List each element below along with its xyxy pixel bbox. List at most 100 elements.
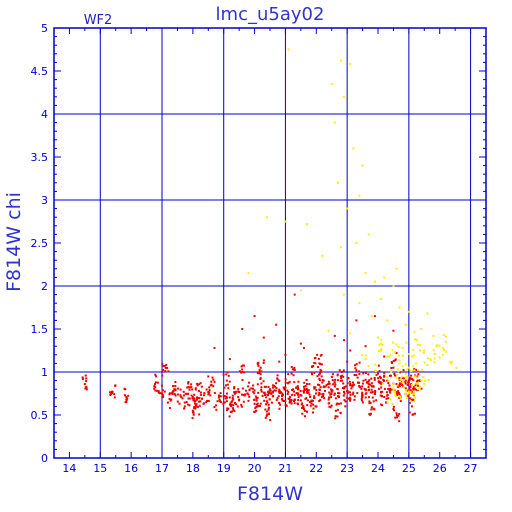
data-point bbox=[296, 385, 299, 388]
data-point bbox=[252, 384, 255, 387]
data-point bbox=[367, 383, 370, 386]
data-point bbox=[367, 365, 370, 368]
data-point bbox=[406, 376, 409, 379]
data-point bbox=[241, 328, 244, 330]
data-point bbox=[415, 376, 418, 379]
data-point bbox=[186, 386, 189, 389]
data-point bbox=[378, 343, 381, 346]
data-point bbox=[306, 389, 309, 392]
data-point bbox=[265, 400, 268, 403]
data-point bbox=[398, 396, 401, 399]
data-point bbox=[448, 360, 451, 363]
data-point bbox=[344, 405, 347, 408]
data-point bbox=[414, 396, 417, 399]
data-point bbox=[284, 220, 287, 223]
data-point bbox=[296, 392, 299, 395]
data-point bbox=[263, 399, 266, 402]
data-point bbox=[340, 402, 343, 405]
y-tick-label: 4.5 bbox=[31, 65, 49, 78]
data-point bbox=[264, 416, 267, 419]
data-point bbox=[229, 410, 232, 413]
y-tick-label: 1.5 bbox=[31, 323, 49, 336]
data-point bbox=[341, 379, 344, 382]
data-point bbox=[435, 344, 438, 347]
series-1 bbox=[247, 48, 458, 406]
data-point bbox=[393, 409, 396, 412]
data-point bbox=[378, 370, 381, 373]
data-point bbox=[190, 386, 193, 389]
data-point bbox=[441, 353, 444, 356]
data-point bbox=[187, 392, 190, 395]
data-point bbox=[420, 379, 423, 382]
data-point bbox=[313, 386, 316, 389]
data-point bbox=[195, 404, 198, 407]
data-point bbox=[340, 376, 343, 379]
data-point bbox=[193, 397, 196, 400]
data-point bbox=[280, 397, 283, 400]
data-point bbox=[262, 336, 265, 339]
data-point bbox=[213, 346, 216, 349]
data-point bbox=[236, 405, 239, 408]
data-point bbox=[402, 380, 405, 383]
data-point bbox=[368, 400, 371, 403]
data-point bbox=[157, 390, 160, 393]
data-point bbox=[418, 349, 421, 352]
data-point bbox=[234, 392, 237, 395]
data-point bbox=[381, 344, 384, 347]
data-point bbox=[318, 379, 321, 382]
data-point bbox=[336, 181, 339, 184]
data-point bbox=[353, 364, 356, 367]
data-point bbox=[416, 380, 419, 383]
data-point bbox=[188, 388, 191, 391]
data-point bbox=[345, 385, 348, 388]
data-point bbox=[331, 373, 334, 376]
data-point bbox=[327, 398, 330, 401]
data-point bbox=[254, 395, 257, 398]
data-point bbox=[316, 366, 319, 369]
data-point bbox=[276, 397, 279, 400]
data-point bbox=[367, 380, 370, 383]
data-point bbox=[168, 407, 171, 410]
data-point bbox=[312, 403, 315, 406]
data-point bbox=[304, 388, 307, 391]
data-point bbox=[303, 415, 306, 418]
data-point bbox=[153, 385, 156, 388]
data-point bbox=[413, 369, 416, 372]
data-point bbox=[199, 400, 202, 403]
data-point bbox=[410, 391, 413, 394]
data-point bbox=[322, 392, 325, 395]
data-point bbox=[432, 349, 435, 352]
data-point bbox=[346, 396, 349, 399]
data-point bbox=[405, 394, 408, 397]
data-point bbox=[392, 383, 395, 386]
data-point bbox=[407, 379, 410, 382]
data-point bbox=[162, 394, 165, 397]
data-point bbox=[215, 408, 218, 411]
data-point bbox=[266, 390, 269, 393]
data-point bbox=[226, 409, 229, 412]
data-point bbox=[85, 380, 88, 383]
data-point bbox=[331, 379, 334, 382]
data-point bbox=[242, 400, 245, 403]
data-point bbox=[433, 357, 436, 360]
data-point bbox=[346, 390, 349, 393]
data-point bbox=[154, 383, 157, 386]
data-point bbox=[218, 400, 221, 403]
data-point bbox=[257, 404, 260, 407]
data-point bbox=[408, 402, 411, 405]
data-point bbox=[305, 388, 308, 391]
data-point bbox=[183, 401, 186, 404]
data-point bbox=[408, 353, 411, 356]
data-point bbox=[393, 372, 396, 375]
data-point bbox=[417, 369, 420, 372]
data-point bbox=[413, 354, 416, 357]
data-point bbox=[361, 393, 364, 396]
data-point bbox=[365, 392, 368, 395]
data-point bbox=[254, 406, 257, 409]
data-point bbox=[241, 393, 244, 396]
data-point bbox=[272, 391, 275, 394]
data-point bbox=[285, 404, 288, 407]
data-point bbox=[176, 400, 179, 403]
data-point bbox=[412, 348, 415, 351]
data-point bbox=[292, 390, 295, 393]
